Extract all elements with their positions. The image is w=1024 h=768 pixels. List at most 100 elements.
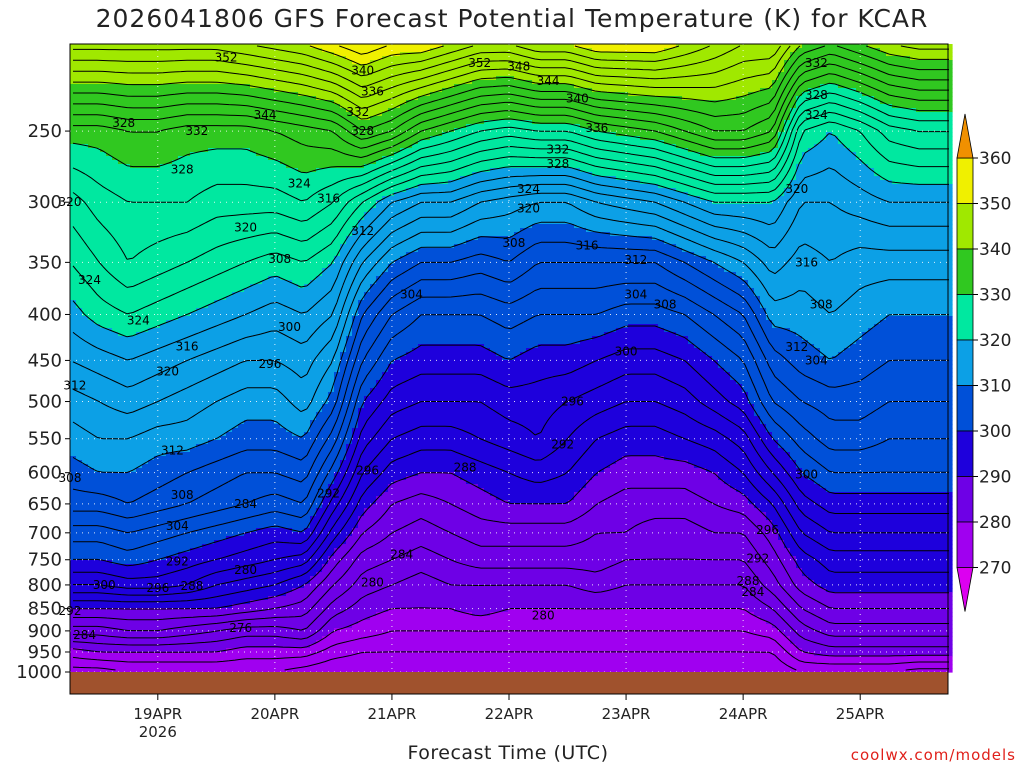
field-cell [118, 84, 125, 89]
field-cell [244, 140, 251, 145]
field-cell [562, 152, 569, 157]
field-cell [340, 172, 347, 177]
field-cell [610, 96, 617, 101]
field-cell [394, 164, 401, 169]
field-cell [310, 152, 317, 157]
field-cell [814, 60, 821, 65]
field-cell [748, 56, 755, 61]
field-cell [910, 132, 917, 137]
field-cell [250, 52, 257, 57]
field-cell [838, 112, 845, 117]
field-cell [352, 132, 359, 137]
field-cell [370, 104, 377, 109]
field-cell [562, 92, 569, 97]
field-cell [628, 164, 635, 169]
field-cell [478, 48, 485, 53]
field-cell [70, 52, 77, 57]
field-cell [160, 96, 167, 101]
field-cell [724, 64, 731, 69]
field-cell [814, 112, 821, 117]
field-cell [316, 132, 323, 137]
field-cell [652, 112, 659, 117]
field-cell [538, 172, 545, 177]
field-cell [442, 112, 449, 117]
field-cell [862, 124, 869, 129]
field-cell [586, 168, 593, 173]
field-cell [178, 116, 185, 121]
field-cell [946, 84, 953, 89]
field-cell [664, 88, 671, 93]
field-cell [436, 48, 443, 53]
field-cell [832, 152, 839, 157]
field-cell [424, 120, 431, 125]
field-cell [406, 120, 413, 125]
field-cell [250, 72, 257, 77]
field-cell [382, 136, 389, 141]
field-cell [208, 88, 215, 93]
field-cell [178, 140, 185, 145]
field-cell [178, 132, 185, 137]
field-cell [472, 72, 479, 77]
field-cell [592, 56, 599, 61]
field-cell [448, 100, 455, 105]
field-cell [70, 156, 77, 161]
field-cell [502, 112, 509, 117]
field-cell [832, 68, 839, 73]
field-cell [832, 144, 839, 149]
field-cell [184, 164, 191, 169]
field-cell [544, 72, 551, 77]
field-cell [82, 64, 89, 69]
field-cell [928, 128, 935, 133]
field-cell [646, 144, 653, 149]
field-cell [904, 136, 911, 141]
field-cell [310, 120, 317, 125]
field-cell [406, 160, 413, 165]
field-cell [904, 44, 911, 49]
field-cell [274, 100, 281, 105]
field-cell [424, 48, 431, 53]
field-cell [592, 140, 599, 145]
field-cell [766, 132, 773, 137]
field-cell [94, 124, 101, 129]
field-cell [562, 176, 569, 181]
field-cell [208, 100, 215, 105]
field-cell [322, 132, 329, 137]
field-cell [88, 132, 95, 137]
field-cell [364, 120, 371, 125]
field-cell [406, 96, 413, 101]
field-cell [754, 140, 761, 145]
field-cell [490, 52, 497, 57]
field-cell [880, 76, 887, 81]
field-cell [154, 124, 161, 129]
field-cell [562, 48, 569, 53]
field-cell [328, 76, 335, 81]
field-cell [460, 164, 467, 169]
field-cell [88, 84, 95, 89]
field-cell [814, 96, 821, 101]
field-cell [862, 108, 869, 113]
field-cell [316, 112, 323, 117]
field-cell [808, 76, 815, 81]
field-cell [844, 164, 851, 169]
field-cell [922, 44, 929, 49]
field-cell [394, 132, 401, 137]
field-cell [616, 68, 623, 73]
field-cell [172, 176, 179, 181]
field-cell [226, 120, 233, 125]
field-cell [670, 144, 677, 149]
field-cell [100, 52, 107, 57]
field-cell [76, 152, 83, 157]
field-cell [256, 52, 263, 57]
field-cell [508, 156, 515, 161]
field-cell [760, 84, 767, 89]
field-cell [634, 112, 641, 117]
field-cell [202, 72, 209, 77]
field-cell [916, 60, 923, 65]
field-cell [142, 80, 149, 85]
field-cell [70, 72, 77, 77]
field-cell [352, 108, 359, 113]
field-cell [226, 116, 233, 121]
field-cell [694, 60, 701, 65]
field-cell [910, 76, 917, 81]
field-cell [244, 44, 251, 49]
